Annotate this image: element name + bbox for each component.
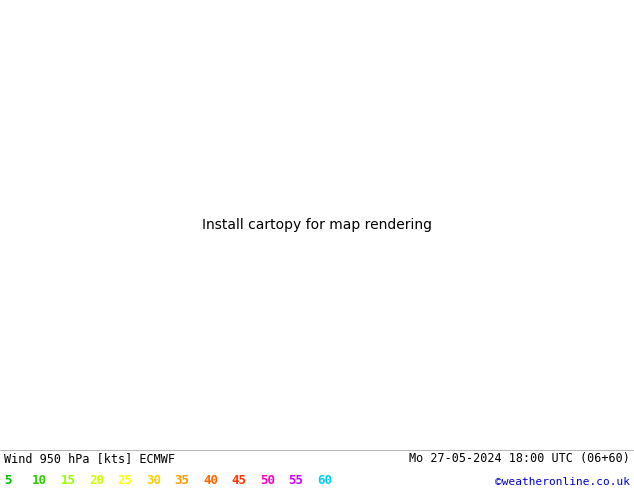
Text: Mo 27-05-2024 18:00 UTC (06+60): Mo 27-05-2024 18:00 UTC (06+60) bbox=[410, 452, 630, 465]
Text: 15: 15 bbox=[61, 474, 75, 487]
Text: ©weatheronline.co.uk: ©weatheronline.co.uk bbox=[495, 477, 630, 487]
Text: Install cartopy for map rendering: Install cartopy for map rendering bbox=[202, 218, 432, 232]
Text: 40: 40 bbox=[203, 474, 218, 487]
Text: 35: 35 bbox=[174, 474, 190, 487]
Text: 20: 20 bbox=[89, 474, 104, 487]
Text: 25: 25 bbox=[118, 474, 133, 487]
Text: 55: 55 bbox=[288, 474, 304, 487]
Text: 50: 50 bbox=[260, 474, 275, 487]
Text: 5: 5 bbox=[4, 474, 11, 487]
Text: 10: 10 bbox=[32, 474, 48, 487]
Text: 45: 45 bbox=[231, 474, 247, 487]
Text: 60: 60 bbox=[317, 474, 332, 487]
Text: Wind 950 hPa [kts] ECMWF: Wind 950 hPa [kts] ECMWF bbox=[4, 452, 175, 465]
Text: 30: 30 bbox=[146, 474, 161, 487]
